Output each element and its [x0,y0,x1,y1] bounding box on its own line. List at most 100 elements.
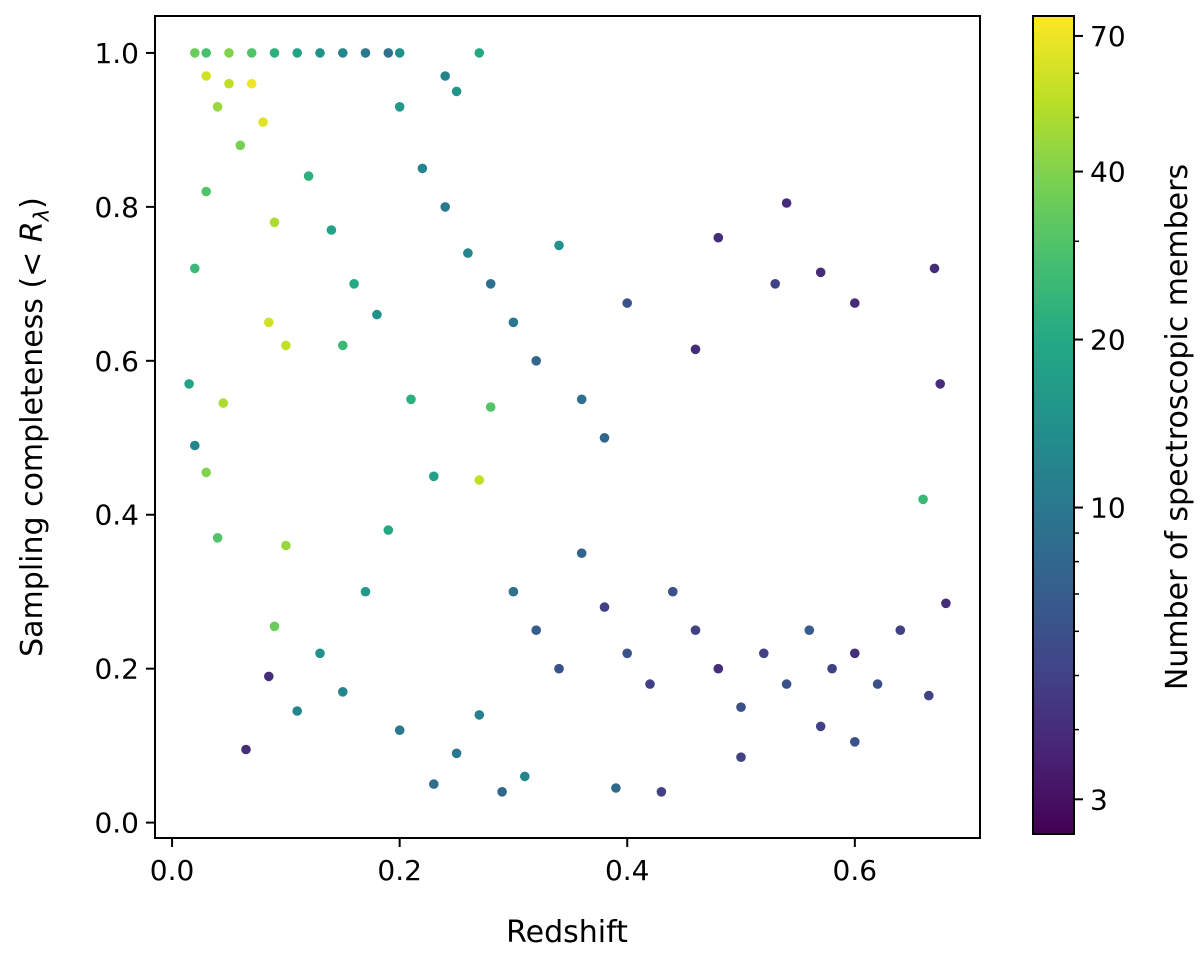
scatter-point [736,752,746,762]
scatter-point [394,725,405,735]
scatter-point [440,202,451,212]
scatter-point [690,344,701,355]
scatter-point [292,48,303,58]
scatter-point [235,140,246,151]
colorbar-tick-label: 40 [1090,156,1126,189]
scatter-point [474,475,485,485]
scatter-point [690,625,701,635]
scatter-point [201,186,211,197]
scatter-point [417,163,428,174]
y-tick-label: 0.4 [94,499,139,532]
scatter-point [850,298,860,308]
scatter-point [326,225,337,235]
scatter-point [474,48,485,58]
scatter-point [656,787,667,797]
y-tick-label: 0.0 [94,807,139,840]
scatter-point [394,48,405,58]
y-tick-label: 0.8 [94,191,139,224]
y-tick-label: 1.0 [94,37,139,70]
scatter-point [349,279,359,289]
scatter-point [440,71,451,81]
y-tick-label: 0.6 [94,345,139,378]
y-axis-label: Sampling completeness (< Rλ) [15,197,54,657]
colorbar-tick-label: 3 [1090,783,1108,816]
colorbar-label: Number of spectroscopic members [1160,164,1195,690]
scatter-point [303,171,314,181]
scatter-point [269,217,280,228]
scatter-point [554,240,564,251]
x-tick-label: 0.4 [605,854,650,887]
scatter-point [941,598,951,609]
scatter-point [372,309,382,320]
scatter-point [338,48,348,58]
x-axis-label: Redshift [506,915,628,950]
scatter-point [281,540,291,551]
scatter-point [224,48,234,58]
scatter-point [508,586,519,597]
scatter-point [463,248,473,258]
scatter-point [713,663,724,674]
x-tick-label: 0.2 [377,854,422,887]
colorbar [1032,15,1075,835]
colorbar-tick-label: 70 [1090,20,1126,53]
colorbar-axis: 3 10 20 40 70 [1074,20,1126,816]
scatter-point [611,783,621,793]
scatter-point [531,356,541,366]
scatter-point [258,117,268,127]
scatter-point [246,78,257,89]
scatter-point [827,663,837,674]
scatter-point [264,317,274,328]
colorbar-tick-label: 10 [1090,492,1126,525]
scatter-point [804,625,815,635]
scatter-point [241,744,251,755]
scatter-point [360,586,371,597]
scatter-point [895,625,906,635]
scatter-point [924,690,934,701]
scatter-point [485,402,496,412]
scatter-point [935,379,945,389]
scatter-point [668,586,678,597]
scatter-point [281,340,291,351]
scatter-point [292,706,303,716]
scatter-point [201,71,211,81]
scatter-point [394,102,405,112]
scatter-point [190,440,200,451]
y-tick-label: 0.2 [94,653,139,686]
scatter-point [269,621,280,632]
scatter-point [338,340,348,351]
scatter-point [872,679,883,689]
scatter-point [520,771,530,782]
scatter-point [218,398,229,408]
scatter-point [315,648,325,659]
scatter-point [599,433,610,443]
scatter-point [736,702,746,712]
scatter-point [497,787,507,797]
scatter-point [360,48,371,58]
scatter-point [315,48,325,58]
scatter-point [850,648,860,659]
scatter-point [383,525,394,535]
scatter-point [184,379,194,389]
scatter-point [622,298,632,308]
scatter-point [190,263,200,274]
scatter-point [474,710,485,720]
scatter-point [201,48,211,58]
scatter-point [815,721,826,732]
scatter-point [190,48,200,58]
scatter-point [781,679,792,689]
scatter-point [429,779,439,789]
scatter-point [781,198,792,208]
scatter-point [508,317,519,328]
colorbar-tick-label: 20 [1090,324,1126,357]
scatter-point [201,467,211,478]
scatter-point [815,267,826,278]
scatter-point [599,602,610,612]
plot-frame [154,15,981,839]
scatter-point [451,748,462,759]
scatter-point [576,394,587,405]
scatter-point [224,78,234,89]
scatter-point [713,232,724,243]
scatter-point [212,102,223,112]
scatter-point [850,737,860,747]
scatter-point [759,648,769,659]
